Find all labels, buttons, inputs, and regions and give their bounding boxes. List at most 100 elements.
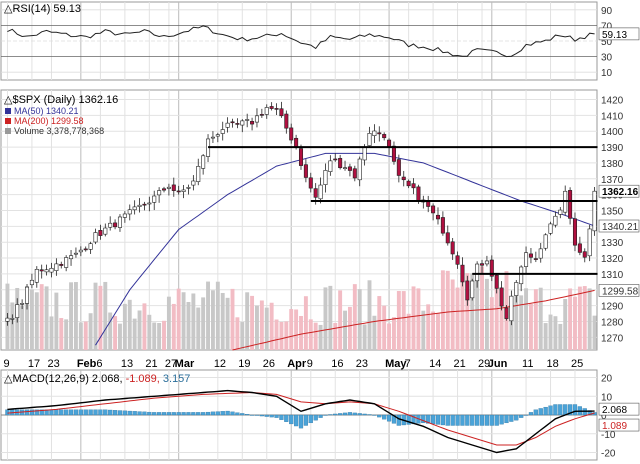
macd-histogram-bar [567, 404, 573, 416]
macd-tick-label: 10 [601, 392, 613, 403]
macd-histogram-bar [269, 414, 274, 418]
x-tick-label: 21 [454, 358, 466, 370]
volume-bar [294, 309, 299, 350]
price-tick-label: 1390 [601, 143, 624, 154]
macd-histogram-bar [338, 413, 343, 416]
macd-histogram-bar [450, 414, 455, 426]
candle-body [34, 269, 39, 283]
candle-body [137, 204, 142, 207]
volume-bar [259, 300, 264, 350]
macd-histogram-bar [59, 409, 64, 416]
candle-body [377, 132, 382, 135]
volume-bar [548, 314, 553, 350]
volume-bar [147, 314, 152, 350]
volume-bar [514, 286, 519, 350]
macd-histogram-bar [362, 413, 367, 416]
volume-bar [563, 299, 568, 350]
x-tick-label: 26 [263, 358, 275, 370]
candle-body [460, 264, 465, 283]
macd-histogram-bar [93, 409, 98, 416]
candle-body [210, 136, 215, 139]
volume-bar [289, 309, 294, 350]
macd-histogram-bar [543, 406, 548, 416]
price-tick-label: 1350 [601, 206, 624, 217]
price-tick-label: 1330 [601, 238, 624, 249]
macd-histogram-bar [465, 414, 470, 426]
ma200-line [232, 289, 595, 351]
volume-bar [235, 317, 240, 350]
volume-bar [118, 323, 122, 350]
macd-histogram-bar [191, 412, 196, 416]
candle-body [411, 183, 416, 189]
candle-body [333, 158, 338, 161]
x-tick-label: 9 [307, 358, 313, 370]
x-tick-label: 18 [547, 358, 559, 370]
macd-histogram-bar [514, 414, 519, 421]
candle-body [230, 121, 235, 124]
macd-histogram-bar [323, 414, 328, 416]
candle-body [357, 158, 362, 181]
price-tick-label: 1270 [601, 333, 624, 344]
macd-histogram-bar [352, 412, 357, 416]
volume-bar [558, 323, 563, 350]
macd-histogram-bar [367, 414, 372, 416]
candle-body [465, 280, 470, 301]
macd-histogram-bar [245, 414, 250, 416]
volume-bar [132, 318, 137, 350]
candle-body [494, 274, 499, 289]
x-tick-label: Apr [287, 358, 307, 370]
candle-body [382, 134, 387, 139]
volume-bar [269, 302, 274, 350]
candle-body [572, 218, 577, 246]
macd-histogram-bar [342, 412, 348, 416]
volume-bar [362, 324, 367, 350]
volume-bar [426, 304, 431, 350]
price-tick-label: 1420 [601, 96, 624, 107]
volume-bar [93, 282, 98, 350]
price-tick-label: 1380 [601, 159, 624, 170]
volume-bar [98, 285, 103, 350]
volume-bar [406, 313, 411, 350]
volume-bar [421, 310, 426, 350]
volume-bar [303, 296, 308, 350]
macd-histogram-bar [538, 408, 543, 416]
macd-histogram-bar [259, 414, 264, 417]
volume-bar [279, 322, 284, 350]
volume-bar [255, 305, 259, 350]
macd-panel: 20 10 0 -10 -20 △MACD(12,26,9) 2.068, -1.089,… [0, 369, 640, 461]
candle-body [338, 158, 343, 169]
macd-signal-line [7, 391, 595, 446]
macd-histogram-bar [386, 414, 392, 422]
candle-body [401, 176, 406, 181]
candle-body [201, 155, 206, 169]
candle-body [298, 148, 304, 166]
macd-histogram-bar [558, 404, 563, 416]
volume-bar [54, 292, 59, 350]
volume-bar [34, 292, 39, 350]
volume-bar [573, 296, 577, 350]
candle-body [215, 134, 220, 137]
macd-histogram-bar [430, 414, 436, 425]
volume-bar [20, 305, 25, 350]
macd-histogram-bar [176, 412, 181, 416]
volume-bar [431, 311, 436, 350]
candle-body [504, 307, 509, 319]
macd-histogram-bar [435, 414, 441, 425]
candle-body [289, 127, 294, 141]
candle-body [499, 287, 504, 307]
macd-histogram-bar [289, 414, 294, 425]
macd-histogram-bar [294, 414, 299, 427]
candle-body [88, 243, 93, 250]
macd-histogram-bar [201, 412, 206, 416]
rsi-value-tag: 59.13 [602, 30, 627, 41]
volume-bar [416, 288, 421, 350]
rsi-tick-label: 50 [601, 37, 613, 48]
macd-histogram-bar [460, 414, 465, 426]
volume-bar [543, 323, 548, 350]
volume-bar [113, 316, 118, 350]
macd-histogram-bar [455, 414, 460, 426]
macd-histogram-bar [303, 414, 308, 426]
macd-histogram-bar [347, 412, 353, 416]
candle-body [250, 121, 255, 125]
macd-histogram-bar [29, 409, 35, 416]
